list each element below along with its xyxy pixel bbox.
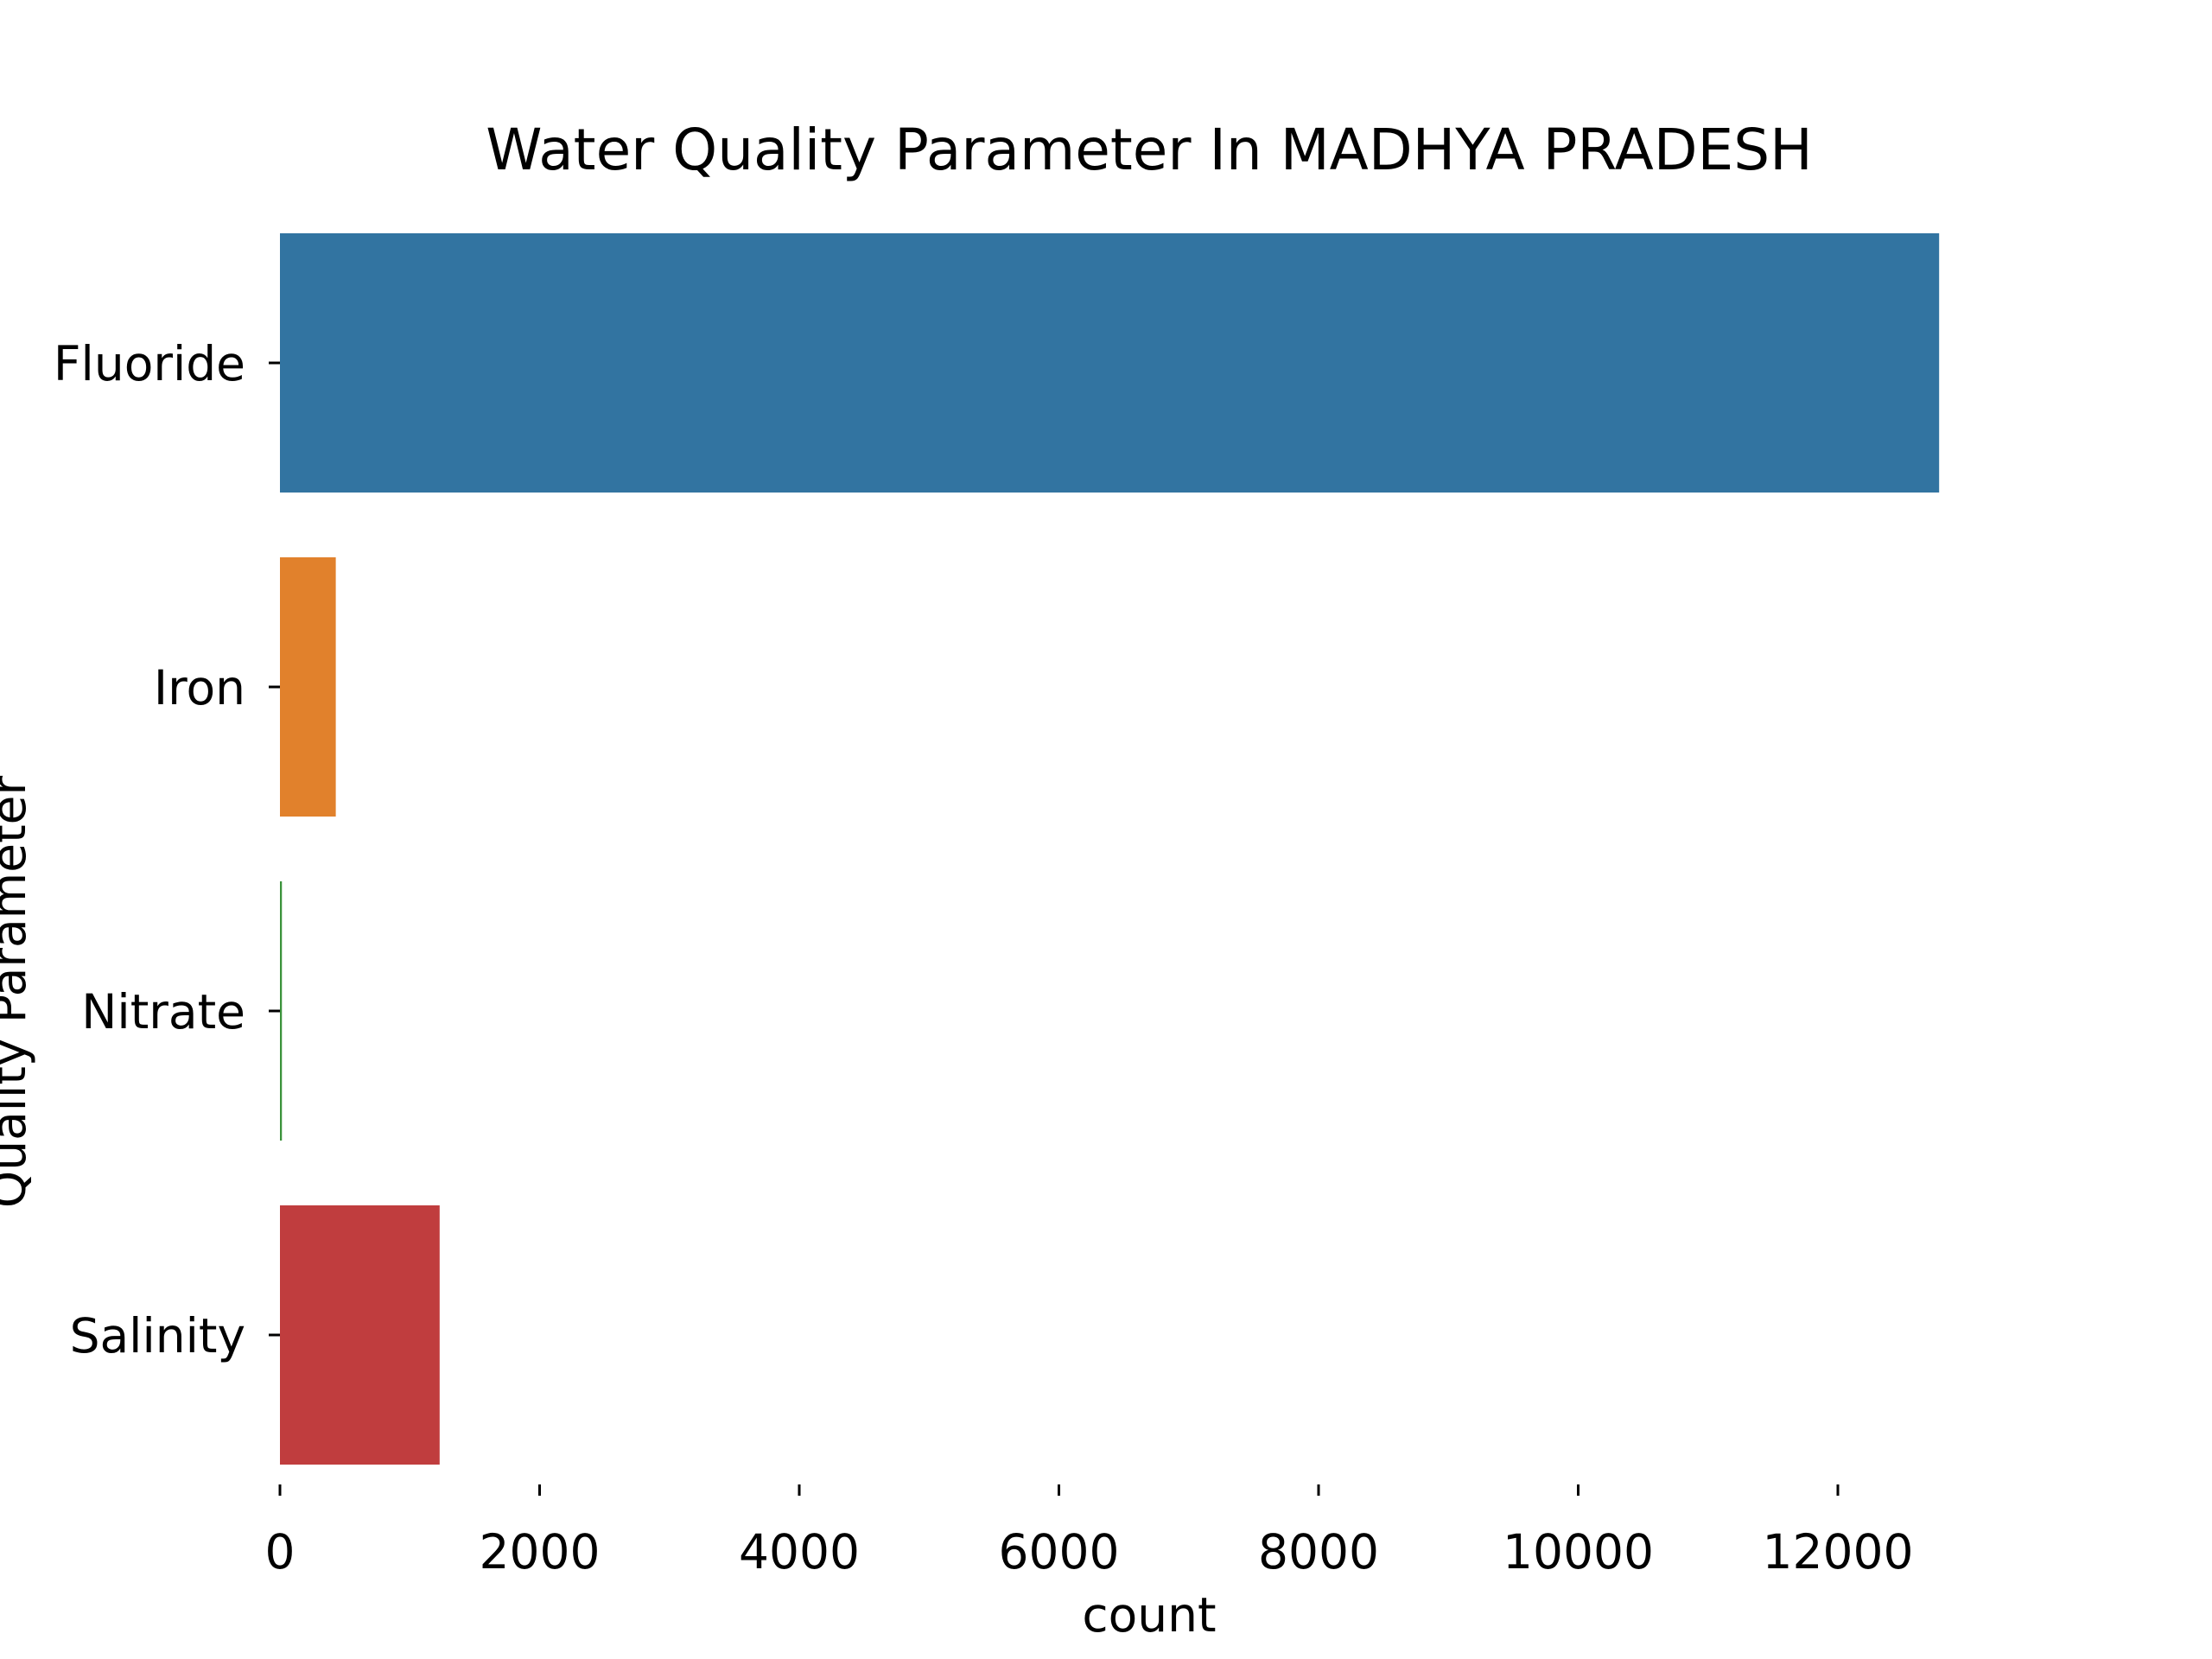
bar-nitrate xyxy=(280,881,283,1141)
x-tick-label: 8000 xyxy=(1258,1524,1379,1580)
x-tick-label: 0 xyxy=(265,1524,296,1580)
y-tick-label: Nitrate xyxy=(81,984,245,1039)
x-axis-title: count xyxy=(1082,1587,1216,1643)
x-tick-label: 4000 xyxy=(739,1524,860,1580)
y-tick-label: Iron xyxy=(154,660,245,715)
y-tick-label: Fluoride xyxy=(54,336,245,391)
chart-title: Water Quality Parameter In MADHYA PRADES… xyxy=(486,117,1813,183)
x-tick-label: 12000 xyxy=(1763,1524,1914,1580)
x-tick-label: 10000 xyxy=(1503,1524,1654,1580)
x-tick-label: 2000 xyxy=(480,1524,601,1580)
y-axis: Fluoride Iron Nitrate Salinity xyxy=(54,336,280,1363)
bars-layer xyxy=(280,233,1940,1465)
bar-salinity xyxy=(280,1205,440,1465)
bar-fluoride xyxy=(280,233,1940,493)
y-tick-label: Salinity xyxy=(70,1308,245,1363)
bar-iron xyxy=(280,557,336,817)
y-axis-title: Quality Parameter xyxy=(0,776,36,1209)
x-axis: 0 2000 4000 6000 8000 10000 12000 xyxy=(265,1484,1914,1580)
x-tick-label: 6000 xyxy=(999,1524,1120,1580)
